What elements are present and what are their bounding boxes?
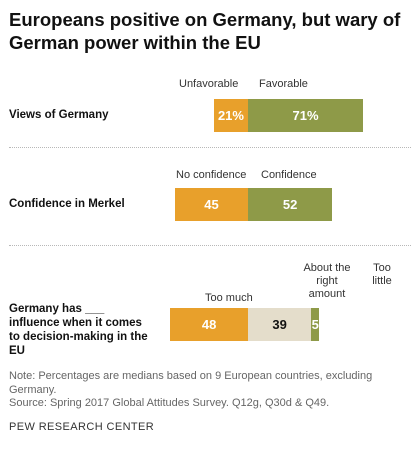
bar-segment-too-little: 5: [311, 308, 320, 341]
bar-segment-no-confidence: 45: [175, 188, 248, 221]
col-head-no-confidence: No confidence: [176, 169, 247, 181]
bar-value-label: 39: [272, 317, 287, 332]
bar-value-label: 71%: [292, 108, 319, 123]
bar-segment-confidence: 52: [248, 188, 333, 221]
bar-segment-too-much: 48: [170, 308, 248, 341]
bar-segment-about-the-right-amount: 39: [248, 308, 312, 341]
source-text: Source: Spring 2017 Global Attitudes Sur…: [9, 397, 330, 409]
bar-value-label: 48: [201, 317, 217, 332]
bar-segment-favorable: 71%: [248, 99, 364, 132]
bar-value-label: 21%: [217, 108, 244, 123]
bar-segment-unfavorable: 21%: [213, 99, 248, 132]
bar-value-label: 45: [204, 197, 219, 212]
note-text: Note: Percentages are medians based on 9…: [9, 370, 373, 396]
col-head-about-right: About the right amount: [303, 262, 351, 300]
col-head-unfavorable: Unfavorable: [179, 78, 239, 90]
chart-title: Europeans positive on Germany, but wary …: [9, 9, 401, 53]
col-head-too-little: Too little: [372, 262, 392, 287]
row-label-confidence-in-merkel: Confidence in Merkel: [9, 198, 125, 210]
bar-value-label: 5: [311, 317, 319, 332]
row-label-views-of-germany: Views of Germany: [9, 109, 109, 121]
divider: [9, 245, 411, 246]
notes: Note: Percentages are medians based on 9…: [9, 370, 409, 411]
col-head-confidence: Confidence: [261, 169, 317, 181]
brand-label: PEW RESEARCH CENTER: [9, 421, 155, 433]
bar-value-label: 52: [282, 197, 298, 212]
divider: [9, 147, 411, 148]
col-head-favorable: Favorable: [259, 78, 308, 90]
row-label-germany-influence: Germany has ___ influence when it comes …: [9, 303, 148, 357]
col-head-too-much: Too much: [205, 292, 253, 304]
